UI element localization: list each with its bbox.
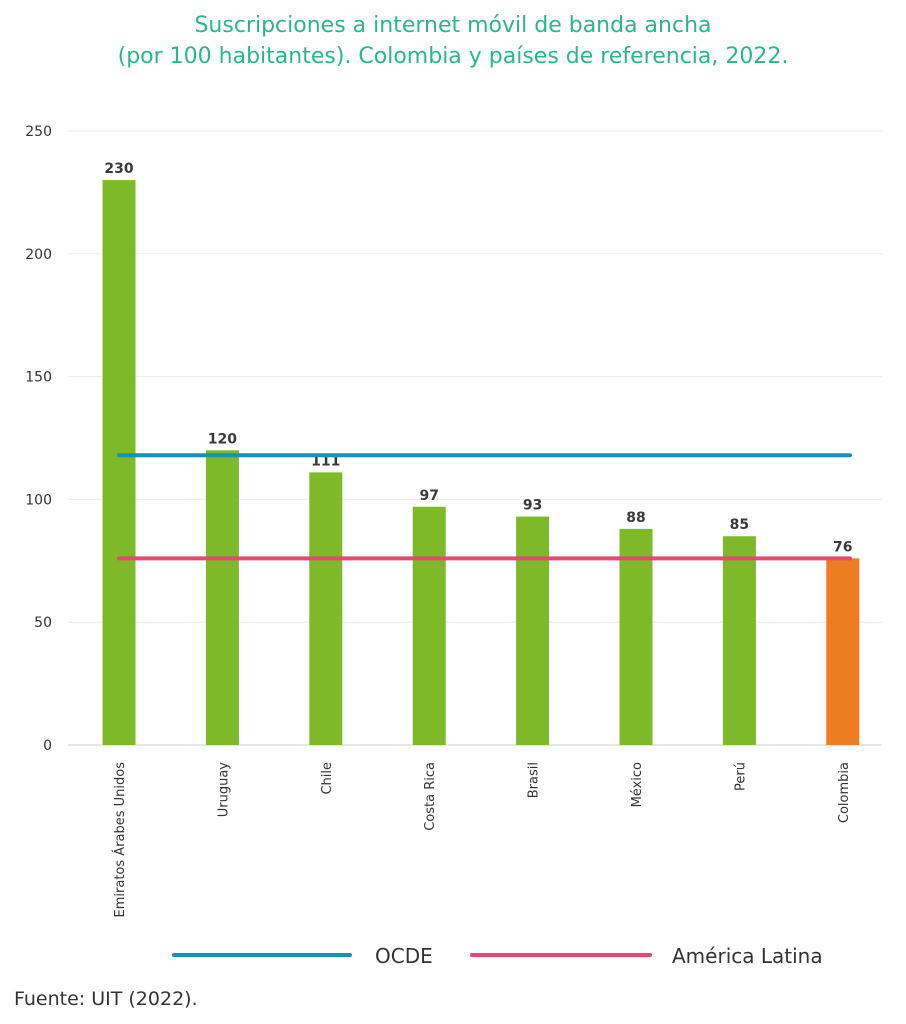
y-tick-label-0: 0 bbox=[43, 738, 52, 754]
data-label-4: 93 bbox=[523, 498, 542, 514]
x-tick-label-7: Colombia bbox=[837, 762, 852, 823]
x-tick-label-2: Chile bbox=[320, 762, 335, 795]
data-label-5: 88 bbox=[626, 510, 645, 526]
y-tick-label-1: 50 bbox=[34, 615, 52, 631]
y-tick-label-4: 200 bbox=[25, 247, 52, 263]
x-tick-label-1: Uruguay bbox=[216, 762, 231, 818]
data-label-6: 85 bbox=[730, 517, 749, 533]
bar-5 bbox=[619, 528, 653, 745]
bar-7 bbox=[826, 558, 860, 745]
y-tick-label-2: 100 bbox=[25, 492, 52, 508]
x-tick-label-3: Costa Rica bbox=[423, 762, 438, 831]
legend-label-1: América Latina bbox=[672, 944, 823, 968]
y-tick-label-5: 250 bbox=[25, 124, 52, 140]
chart-title-line-1: Suscripciones a internet móvil de banda … bbox=[194, 13, 712, 38]
bar-1 bbox=[205, 450, 239, 745]
x-tick-label-0: Emiratos Árabes Unidos bbox=[112, 762, 128, 918]
data-label-7: 76 bbox=[833, 539, 852, 555]
data-label-3: 97 bbox=[419, 488, 438, 504]
data-label-2: 111 bbox=[311, 453, 340, 469]
data-label-1: 120 bbox=[208, 431, 237, 447]
x-tick-label-6: Perú bbox=[733, 762, 748, 791]
data-label-0: 230 bbox=[104, 161, 133, 177]
bar-4 bbox=[516, 516, 550, 745]
chart-title-line-2: (por 100 habitantes). Colombia y países … bbox=[117, 44, 789, 69]
bar-2 bbox=[309, 472, 343, 745]
source-note: Fuente: UIT (2022). bbox=[14, 988, 198, 1010]
bar-3 bbox=[412, 506, 446, 745]
legend-label-0: OCDE bbox=[375, 944, 433, 968]
x-tick-label-4: Brasil bbox=[527, 762, 542, 798]
x-tick-label-5: México bbox=[630, 762, 645, 807]
chart-svg: 0 50 100 150 200 250 230 Emiratos Árabes Unidos… bbox=[25, 124, 882, 968]
bar-6 bbox=[722, 536, 756, 745]
y-tick-label-3: 150 bbox=[25, 370, 52, 386]
bar-0 bbox=[102, 180, 136, 745]
